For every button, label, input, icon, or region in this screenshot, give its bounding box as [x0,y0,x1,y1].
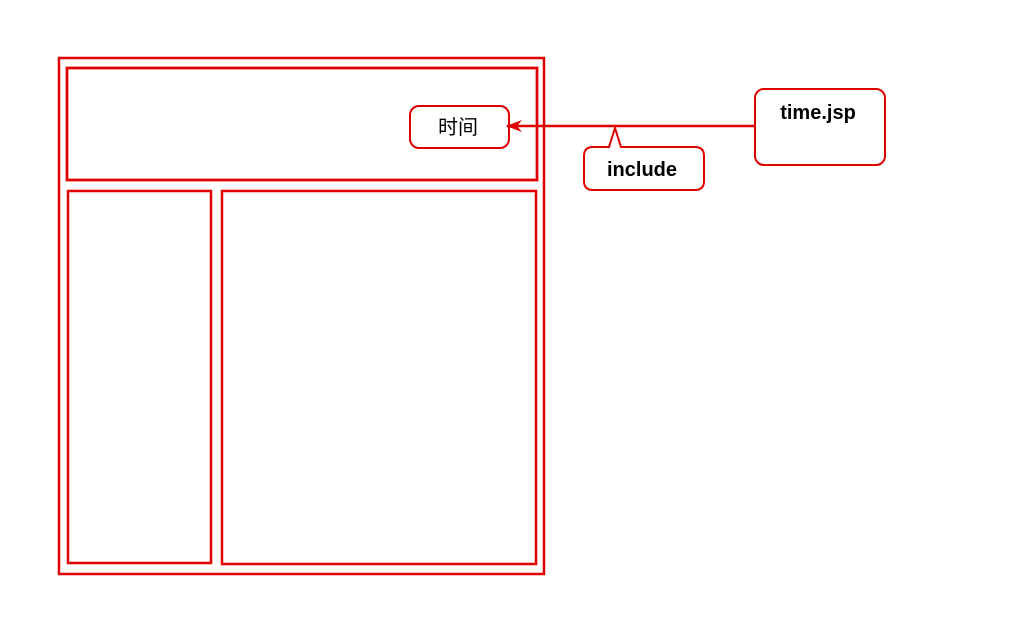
time-slot-label: 时间 [438,115,478,139]
header-box [65,66,539,182]
header-region [65,66,539,182]
include-label: include [607,159,677,181]
sidebar-region [66,189,213,565]
include-callout: include [583,124,705,191]
include-callout-shape [583,124,705,191]
time-slot: 时间 [409,105,510,149]
source-file-shape [754,88,886,166]
source-file-box: time.jsp [754,88,886,166]
page-frame-outer [57,56,546,576]
source-file-label: time.jsp [780,102,856,124]
content-region [220,189,538,566]
